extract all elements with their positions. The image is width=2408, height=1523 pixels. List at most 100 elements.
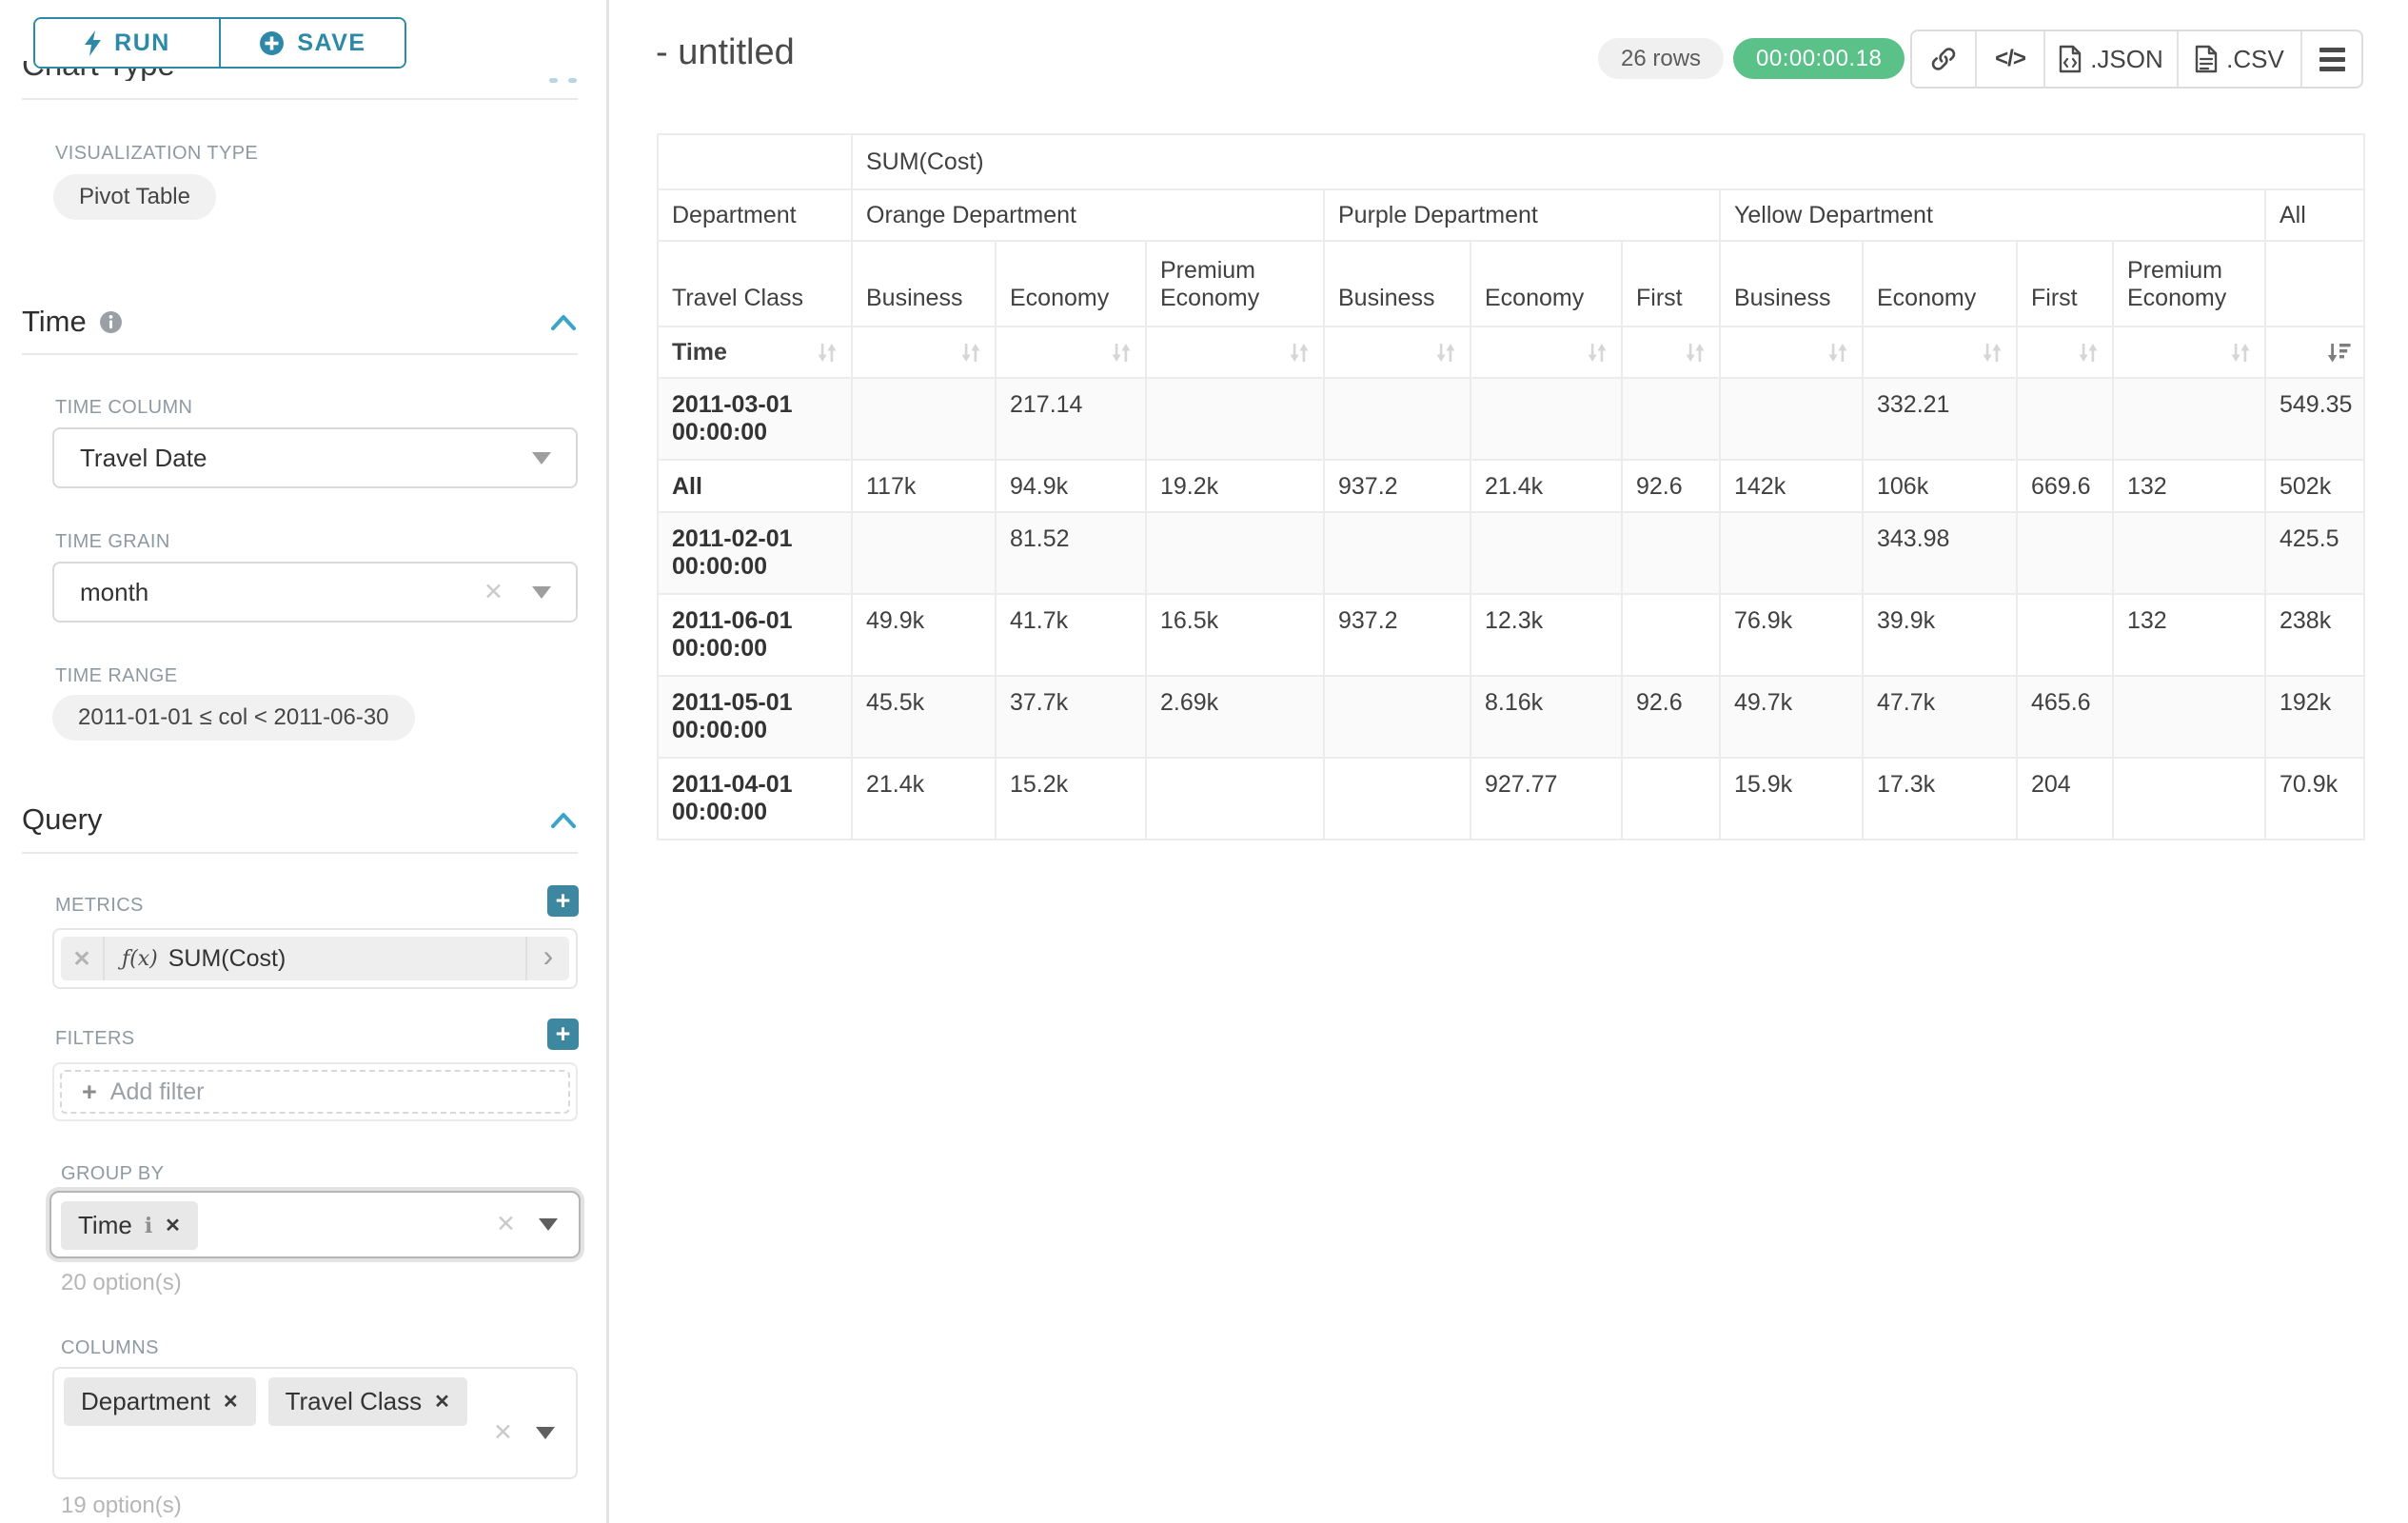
chart-panel: - untitled 26 rows 00:00:00.18 </>: [612, 0, 2408, 1523]
time-column-label: TIME COLUMN: [55, 397, 193, 418]
file-json-icon: [2060, 45, 2082, 73]
pivot-column-header: [2266, 242, 2366, 327]
pivot-value-cell: [1147, 759, 1325, 841]
pivot-sort-cell[interactable]: [1325, 327, 1471, 379]
pivot-value-cell: 8.16k: [1471, 677, 1623, 759]
sort-arrows-icon[interactable]: [2228, 341, 2253, 365]
sort-arrows-icon[interactable]: [815, 341, 839, 365]
expand-metric-icon[interactable]: ›: [525, 937, 569, 980]
pivot-column-group-header: Yellow Department: [1721, 190, 2266, 242]
pivot-sort-cell[interactable]: [2266, 327, 2366, 379]
save-button[interactable]: SAVE: [219, 19, 405, 67]
export-csv-button[interactable]: .CSV: [2179, 31, 2302, 87]
metric-pill[interactable]: ✕ ƒ(x) SUM(Cost) ›: [61, 937, 569, 980]
pivot-value-cell: 106k: [1864, 461, 2018, 513]
pivot-sort-cell[interactable]: [1623, 327, 1721, 379]
pivot-value-cell: 94.9k: [997, 461, 1147, 513]
pivot-value-cell: 425.5: [2266, 513, 2366, 595]
pivot-value-cell: [1721, 379, 1864, 461]
pivot-value-cell: 49.9k: [853, 595, 997, 677]
pivot-value-cell: 204: [2018, 759, 2114, 841]
run-save-button-group: RUN SAVE: [33, 17, 406, 69]
group-by-select[interactable]: Time i ✕ ✕: [49, 1191, 581, 1258]
pivot-column-header: Economy: [997, 242, 1147, 327]
pivot-sort-cell[interactable]: Time: [659, 327, 853, 379]
pivot-column-header: Business: [1721, 242, 1864, 327]
chart-title[interactable]: - untitled: [656, 32, 795, 72]
viz-type-pill[interactable]: Pivot Table: [53, 174, 216, 220]
sort-arrows-icon[interactable]: [1287, 341, 1312, 365]
add-metric-button[interactable]: +: [547, 885, 579, 917]
pivot-sort-cell[interactable]: [2114, 327, 2266, 379]
pivot-row-dimension-header: Travel Class: [659, 242, 853, 327]
add-filter-button[interactable]: + Add filter: [60, 1070, 570, 1114]
pivot-value-cell: [1721, 513, 1864, 595]
pivot-table: SUM(Cost) Department Orange Department Purp…: [657, 133, 2366, 841]
pivot-value-cell: 332.21: [1864, 379, 2018, 461]
sort-descending-icon[interactable]: [2325, 341, 2352, 365]
pivot-value-cell: 17.3k: [1864, 759, 2018, 841]
pivot-sort-cell[interactable]: [1147, 327, 1325, 379]
pivot-value-cell: 19.2k: [1147, 461, 1325, 513]
remove-tag-icon[interactable]: ✕: [165, 1216, 181, 1236]
sort-arrows-icon[interactable]: [1683, 341, 1707, 365]
more-options-button[interactable]: [2302, 31, 2361, 87]
add-filter-plus-button[interactable]: +: [547, 1019, 579, 1050]
group-by-tag-time[interactable]: Time i ✕: [61, 1201, 198, 1250]
sort-arrows-icon[interactable]: [1433, 341, 1458, 365]
pivot-value-cell: [1325, 759, 1471, 841]
sort-arrows-icon[interactable]: [1109, 341, 1134, 365]
pivot-sort-cell[interactable]: [853, 327, 997, 379]
pivot-value-cell: [1147, 379, 1325, 461]
run-button[interactable]: RUN: [35, 19, 219, 67]
function-icon: ƒ(x): [122, 946, 158, 971]
pivot-sort-cell[interactable]: [1864, 327, 2018, 379]
pivot-row-label: 2011-04-01 00:00:00: [659, 759, 853, 841]
clear-icon[interactable]: ✕: [493, 1419, 513, 1446]
time-grain-select[interactable]: month ✕: [52, 562, 578, 623]
remove-tag-icon[interactable]: ✕: [434, 1392, 450, 1413]
pivot-value-cell: 669.6: [2018, 461, 2114, 513]
pivot-column-group-header: Purple Department: [1325, 190, 1721, 242]
query-duration-badge: 00:00:00.18: [1733, 38, 1905, 79]
clear-icon[interactable]: ✕: [496, 1211, 516, 1237]
remove-metric-icon[interactable]: ✕: [61, 937, 105, 980]
row-count-badge: 26 rows: [1598, 38, 1725, 79]
remove-tag-icon[interactable]: ✕: [222, 1392, 239, 1413]
tag-label: Department: [81, 1387, 210, 1415]
clear-icon[interactable]: ✕: [484, 579, 503, 605]
pivot-table-container: SUM(Cost) Department Orange Department Purp…: [657, 133, 2366, 841]
time-range-pill[interactable]: 2011-01-01 ≤ col < 2011-06-30: [52, 695, 415, 741]
columns-tag-travel-class[interactable]: Travel Class ✕: [267, 1377, 467, 1426]
view-query-button[interactable]: </>: [1977, 31, 2045, 87]
chevron-up-icon[interactable]: [549, 312, 578, 332]
pivot-value-cell: 132: [2114, 461, 2266, 513]
export-json-button[interactable]: .JSON: [2045, 31, 2179, 87]
columns-select[interactable]: Department ✕ Travel Class ✕ ✕: [52, 1367, 578, 1479]
chevron-up-icon[interactable]: [549, 810, 578, 830]
clipped-chevron-fragment: [568, 78, 577, 83]
filters-container: + Add filter: [52, 1062, 578, 1121]
pivot-sort-cell[interactable]: [997, 327, 1147, 379]
pivot-value-cell: 15.2k: [997, 759, 1147, 841]
sort-arrows-icon[interactable]: [958, 341, 983, 365]
pivot-sort-cell[interactable]: [2018, 327, 2114, 379]
pivot-sort-cell[interactable]: [1721, 327, 1864, 379]
pivot-value-cell: [2018, 379, 2114, 461]
pivot-value-cell: [2018, 513, 2114, 595]
pivot-value-cell: 47.7k: [1864, 677, 2018, 759]
pivot-column-group-header: All: [2266, 190, 2366, 242]
sort-arrows-icon[interactable]: [1980, 341, 2004, 365]
sort-arrows-icon[interactable]: [1585, 341, 1609, 365]
sort-arrows-icon[interactable]: [2076, 341, 2101, 365]
sort-arrows-icon[interactable]: [1826, 341, 1850, 365]
time-column-select[interactable]: Travel Date: [52, 427, 578, 488]
pivot-value-cell: [2114, 513, 2266, 595]
pivot-value-cell: 81.52: [997, 513, 1147, 595]
pivot-sort-cell[interactable]: [1471, 327, 1623, 379]
tag-label: Time: [78, 1211, 132, 1239]
pivot-value-cell: 41.7k: [997, 595, 1147, 677]
share-link-button[interactable]: [1912, 31, 1977, 87]
columns-tag-department[interactable]: Department ✕: [64, 1377, 256, 1426]
